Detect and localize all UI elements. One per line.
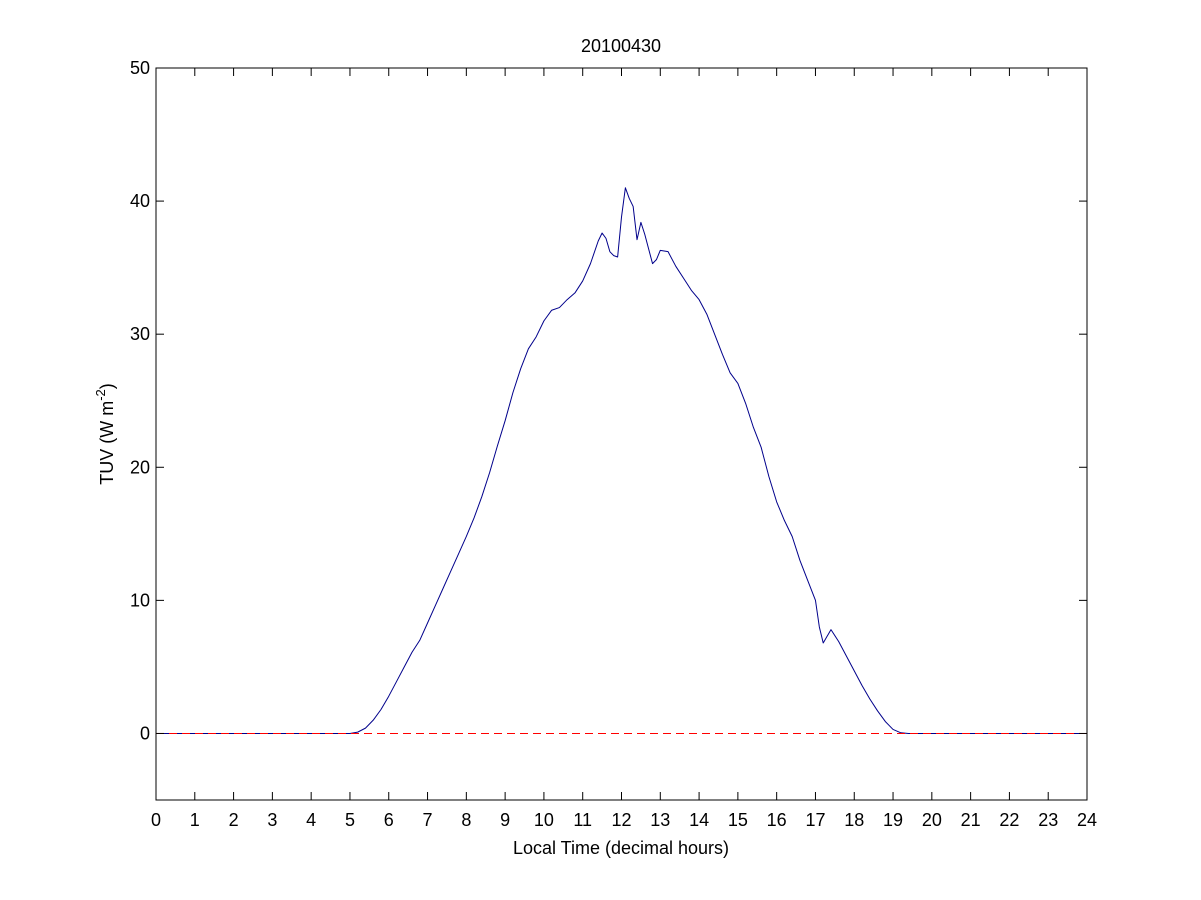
x-tick-label-7: 7 [423, 810, 433, 830]
x-tick-label-10: 10 [534, 810, 554, 830]
y-axis-label-main: TUV (W m [97, 401, 117, 485]
x-tick-label-18: 18 [844, 810, 864, 830]
y-tick-label-3: 30 [130, 324, 150, 344]
y-tick-label-1: 10 [130, 590, 150, 610]
x-tick-label-6: 6 [384, 810, 394, 830]
x-tick-label-14: 14 [689, 810, 709, 830]
x-tick-label-9: 9 [500, 810, 510, 830]
tick-label-layer: 0 1 2 3 4 5 6 7 8 9 10 11 12 13 14 15 16 17 18 19 20 21 22 23 24… [130, 58, 1097, 830]
y-tick-label-2: 20 [130, 457, 150, 477]
y-axis-label: TUV (W m-2) [93, 383, 117, 485]
y-tick-label-4: 40 [130, 191, 150, 211]
plot-area [155, 67, 1088, 801]
x-tick-label-8: 8 [461, 810, 471, 830]
x-tick-label-1: 1 [190, 810, 200, 830]
x-axis-label: Local Time (decimal hours) [513, 838, 729, 858]
x-tick-label-21: 21 [961, 810, 981, 830]
x-tick-label-13: 13 [650, 810, 670, 830]
x-tick-label-0: 0 [151, 810, 161, 830]
x-tick-label-22: 22 [999, 810, 1019, 830]
x-tick-label-5: 5 [345, 810, 355, 830]
y-tick-label-5: 50 [130, 58, 150, 78]
x-tick-label-16: 16 [767, 810, 787, 830]
chart-title: 20100430 [581, 36, 661, 56]
x-tick-label-17: 17 [805, 810, 825, 830]
series-layer [156, 187, 1087, 734]
x-tick-label-11: 11 [573, 810, 592, 830]
x-tick-label-4: 4 [306, 810, 316, 830]
x-tick-label-12: 12 [611, 810, 631, 830]
x-tick-label-15: 15 [728, 810, 748, 830]
y-axis-label-superscript: -2 [93, 389, 108, 401]
x-tick-label-23: 23 [1038, 810, 1058, 830]
y-axis-label-end: ) [97, 383, 117, 389]
series-line-0 [156, 187, 1087, 734]
x-tick-label-19: 19 [883, 810, 903, 830]
x-tick-label-3: 3 [267, 810, 277, 830]
y-tick-label-0: 0 [140, 723, 150, 743]
tick-layer [155, 67, 1088, 800]
x-tick-label-2: 2 [229, 810, 239, 830]
x-tick-label-20: 20 [922, 810, 942, 830]
x-tick-label-24: 24 [1077, 810, 1097, 830]
